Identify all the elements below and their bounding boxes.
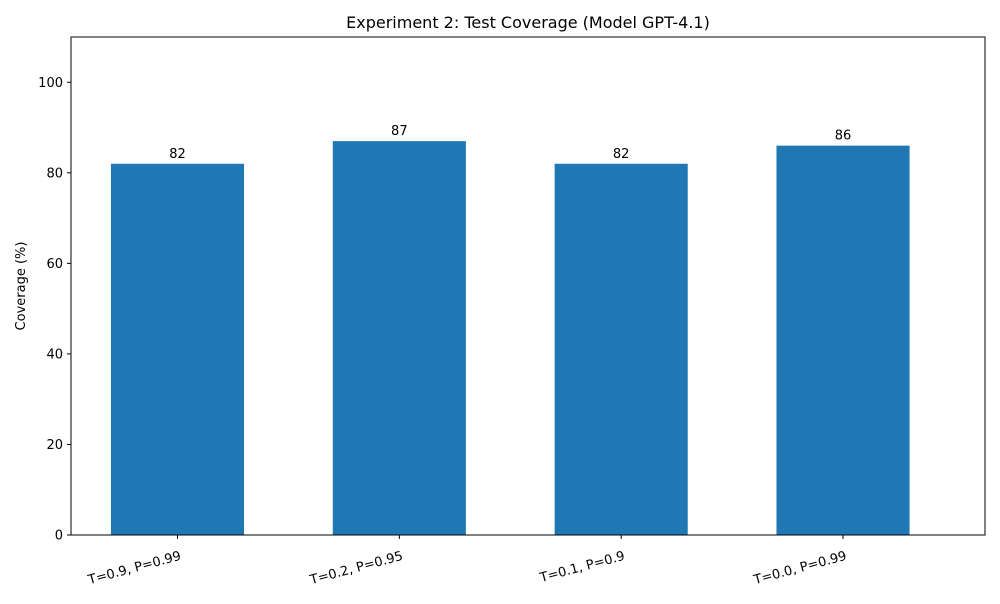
- y-tick-label: 40: [46, 347, 63, 362]
- bar-value-label: 86: [835, 129, 852, 144]
- plot-frame: [70, 36, 986, 536]
- y-tick-label: 0: [55, 529, 63, 544]
- x-tick-label: T=0.2, P=0.95: [308, 549, 405, 588]
- bar-value-label: 82: [613, 147, 630, 162]
- bars-layer: [110, 141, 910, 536]
- bar: [776, 145, 910, 535]
- y-axis-label: Coverage (%): [14, 242, 29, 331]
- chart-title: Experiment 2: Test Coverage (Model GPT-4…: [346, 13, 710, 32]
- bar-value-label: 82: [169, 147, 186, 162]
- bar-labels-layer: 82 87 82 86: [169, 124, 851, 162]
- bar: [110, 163, 245, 535]
- bar: [554, 163, 688, 535]
- y-axis-ticks: 0 20 40 60 80 100: [38, 76, 71, 544]
- x-tick-label: T=0.0, P=0.99: [751, 549, 848, 588]
- x-tick-label: T=0.9, P=0.99: [86, 549, 183, 588]
- x-axis-ticks: T=0.9, P=0.99 T=0.2, P=0.95 T=0.1, P=0.9 T=…: [86, 535, 848, 588]
- y-tick-label: 60: [46, 257, 63, 272]
- y-tick-label: 20: [46, 438, 63, 453]
- x-tick-label: T=0.1, P=0.9: [537, 549, 626, 586]
- y-tick-label: 100: [38, 76, 63, 91]
- y-tick-label: 80: [46, 166, 63, 181]
- bar-value-label: 87: [391, 124, 408, 139]
- bar: [332, 141, 466, 536]
